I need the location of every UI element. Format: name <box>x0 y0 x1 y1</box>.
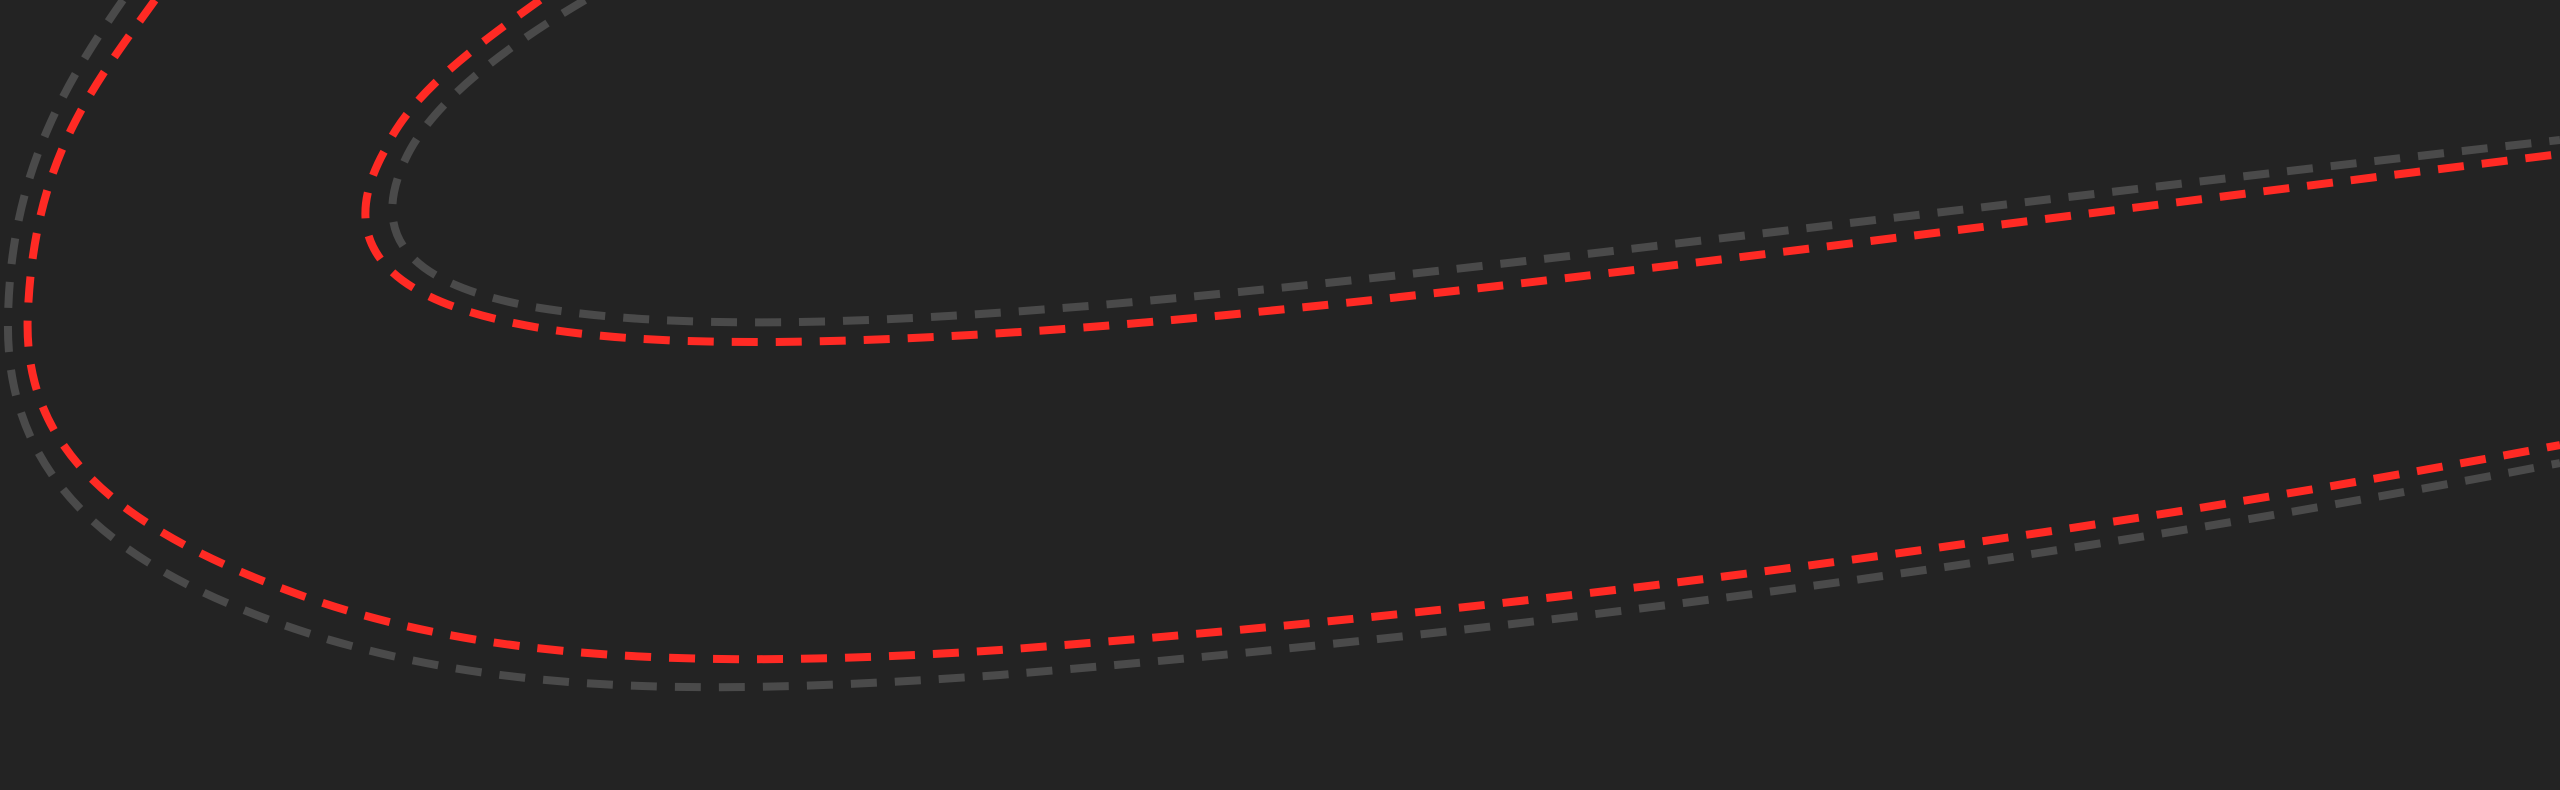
inner-gray-dashed-route <box>388 0 2560 327</box>
inner-red-dashed-route <box>361 0 2560 347</box>
outer-red-dashed-route <box>23 0 2560 664</box>
outer-gray-dashed-route <box>3 0 2560 692</box>
